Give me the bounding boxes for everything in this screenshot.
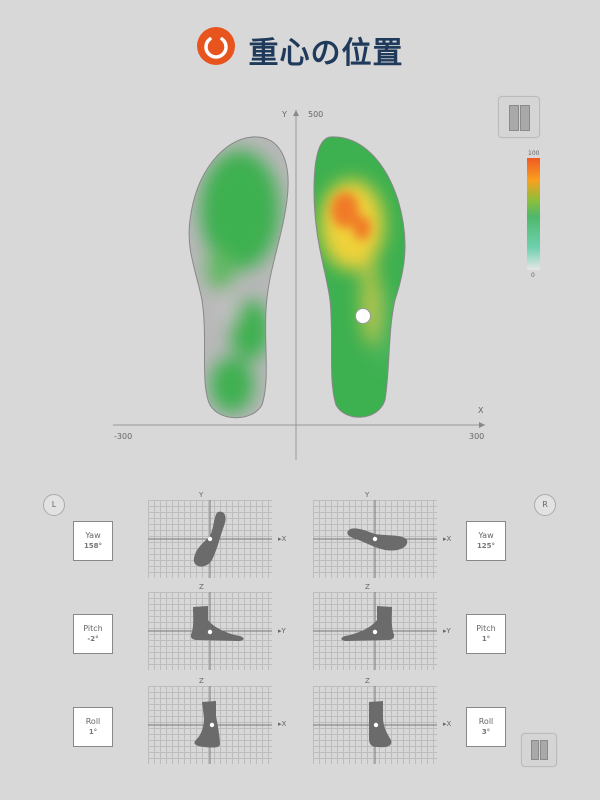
color-scale-bar (527, 158, 540, 270)
pressure-heatmap (113, 110, 485, 460)
axis-label: ▸X (278, 535, 287, 543)
y-axis-label: Y (282, 110, 287, 119)
right-foot-badge: R (534, 494, 556, 516)
left-roll-graph (148, 686, 272, 764)
left-roll-box: Roll 1° (73, 707, 113, 747)
left-foot-badge: L (43, 494, 65, 516)
scale-max-label: 100 (528, 150, 540, 157)
x-axis-min: -300 (114, 432, 133, 441)
x-axis-label: X (478, 406, 484, 415)
page-title: 重心の位置 (0, 27, 600, 72)
right-roll-box: Roll 3° (466, 707, 506, 747)
right-yaw-graph (313, 500, 437, 578)
pause-button[interactable] (498, 96, 540, 138)
foot-silhouette (190, 606, 244, 641)
axis-label: Y (199, 491, 204, 499)
right-roll-graph (313, 686, 437, 764)
refresh-circle-icon (196, 27, 235, 65)
axis-label: Y (365, 491, 370, 499)
left-pitch-box: Pitch -2° (73, 614, 113, 654)
foot-silhouette (194, 701, 220, 748)
center-of-gravity-marker (355, 308, 371, 324)
axis-label: Z (199, 583, 204, 591)
foot-silhouette (347, 528, 408, 551)
axis-label: Z (365, 677, 370, 685)
axis-label: ▸Y (443, 627, 451, 635)
left-pitch-graph (148, 592, 272, 670)
axis-label: ▸X (443, 535, 452, 543)
pause-button-bottom[interactable] (521, 733, 557, 767)
axis-label: ▸Y (278, 627, 286, 635)
right-pitch-graph (313, 592, 437, 670)
scale-min-label: 0 (531, 272, 535, 279)
left-yaw-graph (148, 500, 272, 578)
axis-label: Z (365, 583, 370, 591)
left-yaw-box: Yaw 158° (73, 521, 113, 561)
foot-silhouette (369, 701, 392, 748)
right-yaw-box: Yaw 125° (466, 521, 506, 561)
foot-silhouette (341, 606, 395, 641)
x-axis-max: 300 (469, 432, 485, 441)
y-axis-max: 500 (308, 110, 324, 119)
right-pitch-box: Pitch 1° (466, 614, 506, 654)
axis-label: ▸X (278, 720, 287, 728)
axis-label: ▸X (443, 720, 452, 728)
axis-label: Z (199, 677, 204, 685)
